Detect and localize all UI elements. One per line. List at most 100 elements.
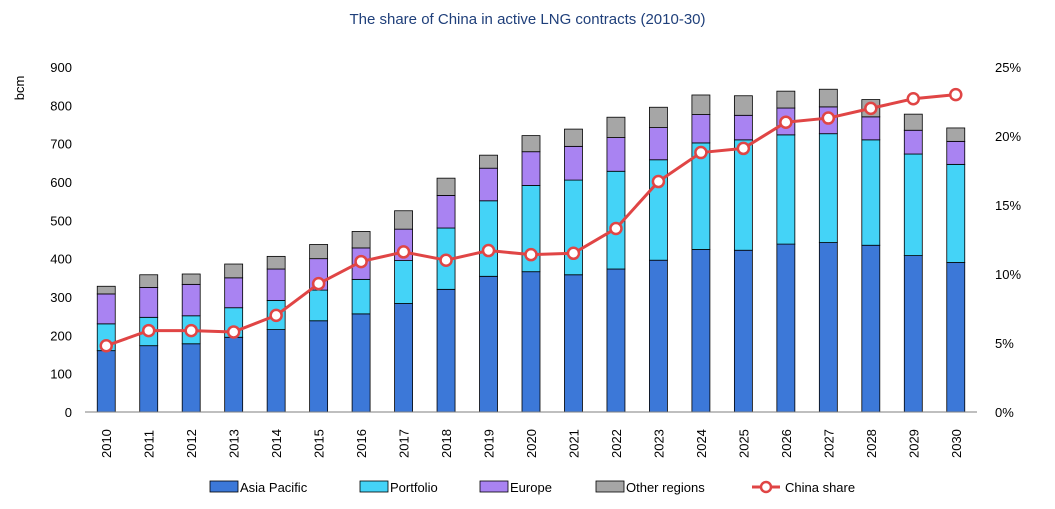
bar-segment <box>861 139 881 246</box>
bar-segment <box>606 116 626 138</box>
bar-segment <box>139 287 159 318</box>
bar-segment <box>606 137 626 172</box>
china-share-point <box>949 87 963 102</box>
china-share-point <box>906 91 921 106</box>
china-share-point <box>736 141 751 156</box>
bar-segment <box>266 255 286 270</box>
bar-segment <box>479 154 498 169</box>
bar-segment <box>224 263 244 279</box>
y2-tick-label: 5% <box>995 336 1014 351</box>
x-tick-label: 2027 <box>821 429 836 458</box>
bar-segment <box>394 260 413 304</box>
china-share-point <box>694 145 708 160</box>
bar-segment <box>266 268 286 301</box>
x-tick-label: 2022 <box>609 429 624 458</box>
y-axis-label: bcm <box>12 76 27 101</box>
bar-segment <box>649 127 668 161</box>
bar-segment <box>818 133 838 243</box>
bar-segment <box>394 303 413 413</box>
bar-segment <box>818 242 838 413</box>
legend-marker <box>759 480 773 494</box>
bar-segment <box>224 336 244 413</box>
legend-label: Europe <box>510 480 552 495</box>
bar-segment <box>479 167 498 202</box>
bar-segment <box>436 177 456 196</box>
china-share-point <box>779 115 793 129</box>
bar-segment <box>96 350 116 413</box>
bar-segment <box>436 195 456 229</box>
x-tick-label: 2025 <box>736 429 751 458</box>
bar-segment <box>691 114 711 144</box>
china-share-point <box>524 247 538 262</box>
bar-segment <box>903 153 923 256</box>
bar-segment <box>309 289 329 322</box>
china-share-point <box>141 323 156 338</box>
bar-segment <box>946 262 966 413</box>
bar-segment <box>861 116 881 141</box>
bar-segment <box>733 139 753 251</box>
x-tick-label: 2020 <box>524 429 539 458</box>
bar-segment <box>139 345 159 413</box>
bar-segment <box>96 285 116 295</box>
bar-segment <box>776 243 796 413</box>
x-tick-label: 2010 <box>99 429 114 458</box>
china-share-point <box>226 325 241 339</box>
china-share-point <box>311 276 326 291</box>
bar-segment <box>351 313 371 413</box>
legend-label: China share <box>785 480 855 495</box>
china-share-point <box>269 308 283 323</box>
x-tick-label: 2030 <box>949 429 964 458</box>
x-tick-label: 2014 <box>269 429 284 458</box>
legend-swatch <box>595 480 625 493</box>
bar-segment <box>181 283 201 317</box>
bar-segment <box>946 163 966 263</box>
bar-segment <box>351 231 371 249</box>
y-tick-label: 600 <box>50 175 72 190</box>
china-share-point <box>864 101 878 116</box>
bar-segment <box>521 151 541 186</box>
china-share-point <box>439 253 453 267</box>
bar-segment <box>733 95 753 116</box>
bar-segment <box>903 129 923 155</box>
bar-segment <box>309 244 329 260</box>
bar-segment <box>733 114 753 141</box>
x-tick-label: 2024 <box>694 429 709 458</box>
bar-segment <box>309 320 329 413</box>
legend-label: Asia Pacific <box>240 480 308 495</box>
china-share-point <box>609 221 623 236</box>
x-tick-label: 2029 <box>906 429 921 458</box>
y-tick-label: 0 <box>65 405 72 420</box>
bar-segment <box>903 255 923 413</box>
china-share-point <box>99 339 113 353</box>
bar-segment <box>436 288 456 413</box>
x-tick-label: 2011 <box>142 430 157 458</box>
legend-swatch <box>209 480 239 493</box>
china-share-point <box>354 254 368 269</box>
y-tick-label: 800 <box>50 98 72 113</box>
bar-segment <box>861 244 881 413</box>
bar-segment <box>606 268 626 413</box>
bar-segment <box>649 259 668 413</box>
bar-segment <box>691 249 711 413</box>
x-tick-label: 2018 <box>439 429 454 458</box>
china-share-point <box>184 323 198 338</box>
bar-segment <box>266 329 286 413</box>
bar-segment <box>564 179 583 276</box>
bar-segment <box>96 293 116 325</box>
y2-tick-label: 20% <box>995 129 1021 144</box>
bar-segment <box>946 127 966 142</box>
bar-segment <box>394 210 413 230</box>
x-tick-label: 2015 <box>312 429 327 458</box>
bar-segment <box>733 249 753 413</box>
bar-segment <box>521 271 541 413</box>
bar-segment <box>181 273 201 285</box>
bar-segment <box>139 274 159 288</box>
x-tick-label: 2026 <box>779 429 794 458</box>
legend-label: Portfolio <box>390 480 438 495</box>
x-tick-label: 2012 <box>184 429 199 458</box>
bar-segment <box>903 113 923 131</box>
y-tick-label: 400 <box>50 252 72 267</box>
bar-segment <box>224 277 244 309</box>
